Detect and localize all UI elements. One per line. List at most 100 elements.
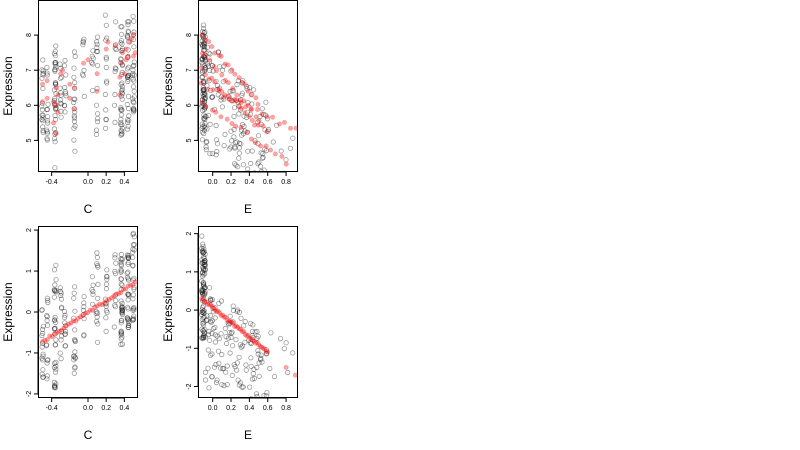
observed-point bbox=[81, 304, 87, 310]
observed-point bbox=[126, 64, 132, 70]
observed-point bbox=[199, 125, 205, 131]
observed-point bbox=[231, 126, 237, 132]
observed-point bbox=[200, 334, 206, 341]
observed-point bbox=[202, 284, 208, 291]
observed-point bbox=[131, 84, 137, 90]
observed-point bbox=[199, 326, 205, 332]
fitted-point bbox=[130, 282, 136, 288]
fitted-point bbox=[230, 85, 236, 91]
fitted-point bbox=[200, 51, 205, 56]
observed-point bbox=[131, 234, 137, 240]
observed-point bbox=[256, 360, 262, 366]
observed-point bbox=[95, 321, 101, 327]
observed-point bbox=[201, 249, 207, 255]
observed-point bbox=[228, 144, 234, 150]
observed-point bbox=[94, 318, 100, 324]
observed-point bbox=[125, 261, 131, 267]
observed-point bbox=[290, 135, 296, 141]
fitted-point bbox=[94, 88, 100, 94]
observed-point bbox=[247, 111, 254, 117]
observed-point bbox=[200, 28, 206, 35]
observed-point bbox=[119, 41, 125, 47]
observed-point bbox=[52, 325, 58, 331]
observed-point bbox=[119, 309, 125, 315]
observed-point bbox=[52, 67, 58, 73]
observed-point bbox=[202, 99, 208, 105]
observed-point bbox=[118, 331, 125, 337]
observed-point bbox=[72, 53, 78, 60]
observed-point bbox=[199, 287, 205, 294]
observed-point bbox=[130, 277, 136, 283]
fitted-point bbox=[94, 303, 100, 309]
observed-point bbox=[255, 333, 261, 339]
observed-point bbox=[130, 96, 136, 102]
observed-point bbox=[52, 369, 59, 375]
observed-point bbox=[62, 312, 68, 318]
y-tick-label: 6 bbox=[186, 103, 193, 107]
observed-point bbox=[200, 269, 206, 275]
observed-point bbox=[119, 90, 125, 96]
y-tick-label: 7 bbox=[26, 68, 33, 72]
fitted-point bbox=[293, 125, 298, 131]
observed-point bbox=[208, 319, 214, 325]
fitted-point bbox=[241, 329, 247, 335]
observed-point bbox=[52, 103, 58, 109]
observed-point bbox=[264, 390, 270, 396]
marks-group bbox=[199, 233, 298, 398]
fitted-point bbox=[127, 39, 133, 45]
observed-point bbox=[131, 78, 137, 84]
observed-point bbox=[249, 101, 255, 107]
observed-point bbox=[232, 145, 238, 151]
observed-point bbox=[52, 116, 59, 123]
observed-point bbox=[51, 87, 58, 93]
observed-point bbox=[199, 38, 205, 44]
fitted-point bbox=[56, 328, 62, 334]
observed-point bbox=[202, 56, 208, 62]
observed-point bbox=[208, 297, 214, 303]
observed-point bbox=[255, 351, 261, 357]
x-tick-label: 0.2 bbox=[226, 179, 236, 186]
observed-point bbox=[125, 34, 131, 41]
fitted-point bbox=[265, 349, 271, 355]
observed-point bbox=[118, 59, 124, 66]
observed-point bbox=[219, 67, 226, 73]
observed-point bbox=[130, 292, 136, 298]
observed-point bbox=[118, 267, 124, 273]
fitted-point bbox=[212, 50, 218, 56]
observed-point bbox=[131, 88, 137, 94]
observed-point bbox=[249, 92, 255, 98]
observed-point bbox=[95, 264, 101, 270]
observed-point bbox=[131, 107, 137, 114]
observed-point bbox=[119, 107, 125, 113]
fitted-point bbox=[256, 342, 262, 348]
observed-point bbox=[199, 311, 205, 318]
observed-point bbox=[201, 282, 207, 288]
observed-point bbox=[40, 353, 46, 359]
observed-point bbox=[201, 310, 207, 316]
observed-point bbox=[94, 39, 100, 45]
fitted-point bbox=[67, 95, 73, 101]
observed-point bbox=[213, 361, 219, 368]
fitted-point bbox=[199, 32, 205, 38]
observed-point bbox=[206, 385, 212, 391]
observed-point bbox=[201, 25, 207, 32]
observed-point bbox=[81, 67, 87, 74]
fitted-point bbox=[218, 114, 224, 120]
observed-point bbox=[112, 252, 118, 258]
observed-point bbox=[58, 290, 64, 296]
observed-point bbox=[202, 67, 208, 73]
observed-point bbox=[119, 256, 126, 262]
observed-point bbox=[103, 54, 109, 61]
observed-point bbox=[119, 24, 125, 30]
x-axis-title: E bbox=[244, 202, 252, 216]
observed-point bbox=[118, 105, 124, 111]
y-tick-label: 5 bbox=[26, 138, 33, 142]
observed-point bbox=[238, 97, 244, 103]
observed-point bbox=[52, 60, 58, 66]
fitted-point bbox=[206, 39, 212, 45]
observed-point bbox=[200, 87, 206, 93]
observed-point bbox=[201, 106, 207, 113]
observed-point bbox=[102, 296, 109, 302]
observed-point bbox=[119, 72, 125, 78]
fitted-point bbox=[40, 99, 45, 105]
